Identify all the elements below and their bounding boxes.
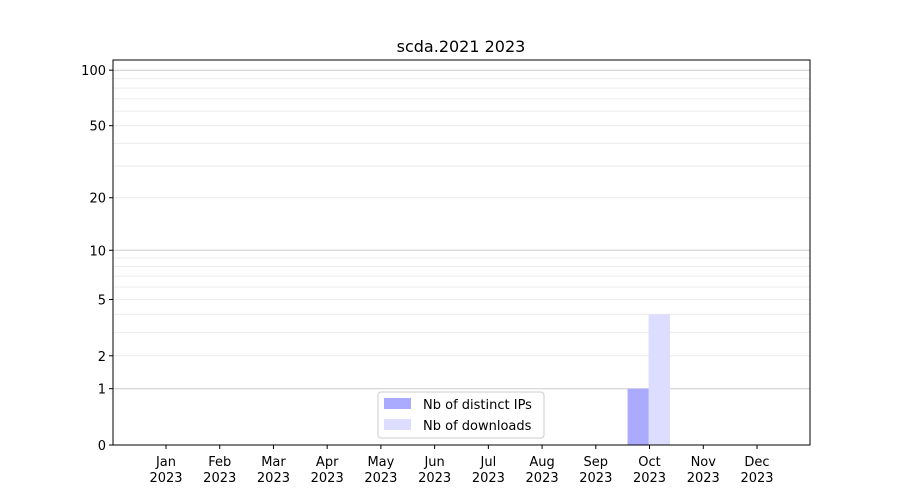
legend-swatch-downloads: [384, 419, 411, 430]
plot-frame: [112, 59, 811, 446]
legend-label-downloads: Nb of downloads: [423, 419, 532, 434]
legend-box: [377, 391, 545, 439]
y-tick-label: 10: [89, 244, 106, 259]
x-tick-label: Jan 2023: [149, 455, 182, 486]
y-tick-label: 2: [98, 350, 106, 365]
grid: [113, 69, 810, 390]
legend-label-ips: Nb of distinct IPs: [423, 398, 532, 413]
x-tick-label: Mar 2023: [257, 455, 290, 486]
x-tick-label: Nov 2023: [687, 455, 720, 486]
legend: Nb of distinct IPs Nb of downloads: [377, 391, 545, 439]
x-tick-label: May 2023: [364, 455, 397, 486]
legend-swatch-ips: [384, 398, 411, 409]
y-tick-label: 5: [98, 293, 106, 308]
y-tick-label: 1: [98, 383, 106, 398]
x-tick-label: Feb 2023: [203, 455, 236, 486]
y-axis: 0 1 2 5 10 20 50 100: [81, 64, 113, 454]
x-tick-label: Oct 2023: [633, 455, 666, 486]
x-tick-label: Sep 2023: [579, 455, 612, 486]
x-axis: Jan 2023 Feb 2023 Mar 2023 Apr 2023 May 2023 Jun 20…: [149, 445, 774, 486]
x-tick-label: Aug 2023: [526, 455, 559, 486]
y-tick-label: 0: [98, 439, 106, 454]
chart-title: scda.2021 2023: [397, 37, 526, 56]
y-tick-label: 100: [81, 64, 106, 79]
y-tick-label: 50: [89, 120, 106, 135]
bar-distinct-ips: [627, 388, 650, 445]
x-tick-label: Jul 2023: [472, 455, 505, 486]
y-tick-label: 20: [89, 192, 106, 207]
x-tick-label: Apr 2023: [311, 455, 344, 486]
x-tick-label: Jun 2023: [418, 455, 451, 486]
x-tick-label: Dec 2023: [740, 455, 773, 486]
bars: [627, 314, 671, 445]
bar-downloads: [648, 314, 671, 445]
